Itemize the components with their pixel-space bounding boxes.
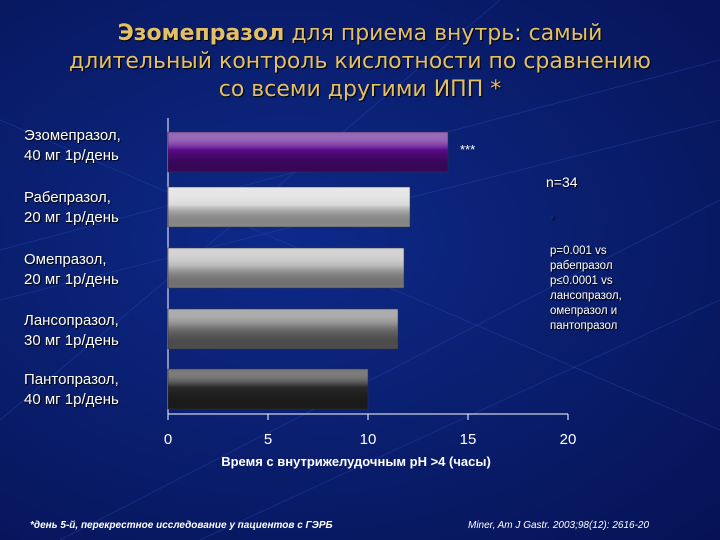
x-tick-label: 0: [164, 431, 172, 448]
sample-size-label: n=34: [546, 174, 578, 190]
category-label-pantoprazole: Пантопразол, 40 мг 1р/день: [24, 370, 164, 410]
category-dose: 40 мг 1р/день: [24, 147, 119, 164]
category-label-rabeprazole: Рабепразол, 20 мг 1р/день: [24, 188, 164, 228]
note-star: *: [550, 215, 555, 227]
title-line1-rest: для приема внутрь: самый: [284, 21, 603, 46]
note-line-1-text: p=0.001 vs: [550, 245, 607, 257]
bar-0: [167, 131, 449, 173]
footnote: *день 5-й, перекрестное исследование у п…: [30, 520, 333, 531]
slide-title: Эзомепразол для приема внутрь: самый дли…: [20, 20, 700, 104]
category-label-omeprazole: Омепразол, 20 мг 1р/день: [24, 250, 164, 290]
category-name: Лансопразол,: [24, 312, 119, 329]
category-name: Омепразол,: [24, 251, 107, 268]
title-line2: длительный контроль кислотности по сравн…: [69, 49, 651, 74]
x-axis-label: Время с внутрижелудочным рН >4 (часы): [221, 454, 491, 469]
category-label-lansoprazole: Лансопразол, 30 мг 1р/день: [24, 311, 164, 351]
x-tick-label: 15: [460, 431, 477, 448]
category-name: Эзомепразол,: [24, 127, 121, 144]
x-tick-label: 10: [360, 431, 377, 448]
bar-4: [167, 368, 369, 410]
category-name: Пантопразол,: [24, 371, 119, 388]
significance-note: * p=0.001 vs рабепразол p≤0.0001 vs ланс…: [550, 214, 700, 334]
note-line-2: рабепразол: [550, 260, 613, 272]
bar-3: [167, 308, 399, 350]
bar-2: [167, 247, 405, 289]
note-line-1: * p=0.001 vs: [550, 214, 700, 259]
bar-1: [167, 186, 411, 228]
category-name: Рабепразол,: [24, 189, 111, 206]
title-line3: со всеми другими ИПП *: [218, 77, 502, 102]
significance-annotation: ***: [460, 142, 475, 157]
title-drug-name: Эзомепразол: [117, 21, 285, 46]
x-tick-label: 5: [264, 431, 272, 448]
citation: Miner, Am J Gastr. 2003;98(12): 2616-20: [468, 520, 650, 531]
category-dose: 20 мг 1р/день: [24, 209, 119, 226]
category-dose: 40 мг 1р/день: [24, 391, 119, 408]
note-line-4: лансопразол,: [550, 290, 622, 302]
note-line-5: омепразол и: [550, 305, 618, 317]
x-tick-label: 20: [560, 431, 577, 448]
note-line-6: пантопразол: [550, 320, 618, 332]
category-label-esomeprazole: Эзомепразол, 40 мг 1р/день: [24, 126, 164, 166]
note-line-3: p≤0.0001 vs: [550, 275, 613, 287]
category-dose: 30 мг 1р/день: [24, 332, 119, 349]
category-dose: 20 мг 1р/день: [24, 271, 119, 288]
